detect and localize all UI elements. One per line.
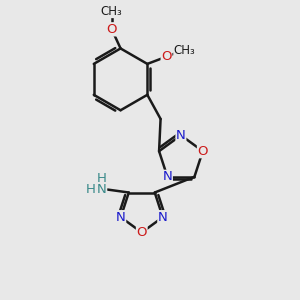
- Text: O: O: [161, 50, 172, 63]
- Text: CH₃: CH₃: [174, 44, 196, 57]
- Text: N: N: [158, 211, 168, 224]
- Text: N: N: [176, 129, 186, 142]
- Text: H: H: [86, 183, 96, 196]
- Text: N: N: [163, 170, 172, 183]
- Text: CH₃: CH₃: [101, 4, 123, 18]
- Text: N: N: [116, 211, 126, 224]
- Text: N: N: [97, 183, 106, 196]
- Text: O: O: [197, 145, 208, 158]
- Text: O: O: [136, 226, 147, 239]
- Text: H: H: [97, 172, 106, 185]
- Text: O: O: [106, 23, 117, 36]
